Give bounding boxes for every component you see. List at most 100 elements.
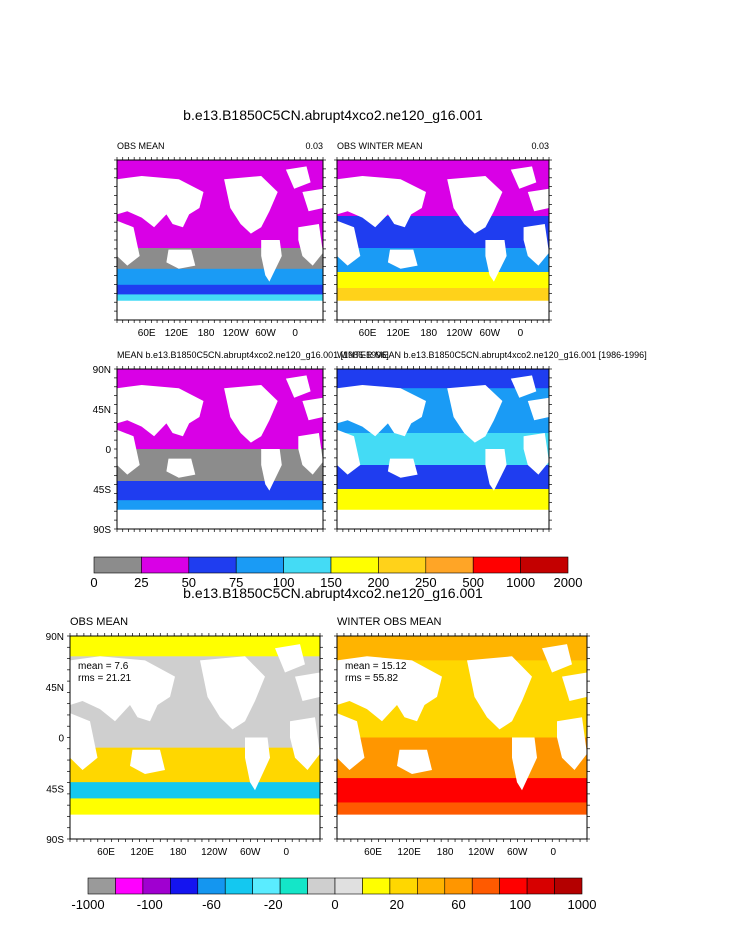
map-panel: MEAN b.e13.B1850C5CN.abrupt4xco2.ne120_g… [93, 350, 389, 536]
colorbar-box [389, 877, 418, 895]
colorbar-box [224, 877, 253, 895]
value-band [117, 294, 323, 302]
colorbar-label: 2000 [554, 575, 583, 590]
value-band [117, 500, 323, 511]
land-mask [70, 656, 175, 722]
x-tick-label: 60E [138, 328, 156, 339]
value-band [117, 284, 323, 295]
land-mask [295, 672, 320, 701]
bottom-figure-title: b.e13.B1850C5CN.abrupt4xco2.ne120_g16.00… [183, 585, 483, 601]
panel-title: OBS MEAN [70, 616, 128, 628]
field-layer [117, 160, 323, 320]
colorbar-label: 0 [331, 897, 338, 912]
x-tick-label: 180 [170, 847, 187, 858]
value-band [337, 288, 549, 302]
value-band [337, 272, 549, 289]
land-mask [523, 224, 549, 266]
land-mask [337, 220, 361, 266]
colorbar-box [252, 877, 281, 895]
y-tick-label: 45N [93, 405, 111, 416]
map-panel: OBS MEAN 0.03 60E 120E 180 120W 60W 0 [114, 141, 326, 339]
x-tick-label: 120E [165, 328, 189, 339]
colorbar-label: 50 [182, 575, 196, 590]
colorbar-box [378, 556, 427, 574]
x-tick-label: 60W [507, 847, 528, 858]
colorbar-label: 1000 [568, 897, 597, 912]
colorbar-label: -100 [137, 897, 163, 912]
colorbar-label: 150 [320, 575, 342, 590]
land-mask [70, 713, 98, 770]
colorbar-label: 25 [134, 575, 148, 590]
value-band [337, 778, 587, 803]
colorbar-box [197, 877, 226, 895]
value-band [337, 802, 587, 816]
panel-right-label: 0.03 [305, 141, 323, 151]
land-mask [166, 458, 196, 478]
colorbar-box [115, 877, 144, 895]
land-mask [290, 717, 320, 770]
land-mask [527, 397, 549, 421]
land-mask [387, 458, 418, 478]
land-mask [200, 656, 265, 730]
panel-title: OBS MEAN [117, 141, 165, 151]
colorbar-box [499, 877, 528, 895]
land-mask [510, 166, 537, 189]
x-tick-label: 120W [446, 328, 473, 339]
land-mask [117, 176, 204, 228]
value-band [117, 268, 323, 286]
value-band [337, 465, 549, 490]
colorbar-box [235, 556, 284, 574]
colorbar-box [279, 877, 308, 895]
field-layer [337, 160, 549, 320]
value-band [70, 747, 320, 783]
colorbar-box [362, 877, 391, 895]
field-layer [70, 636, 320, 839]
y-tick-label: 45S [46, 784, 64, 795]
panel-title: OBS WINTER MEAN [337, 141, 423, 151]
land-mask [337, 176, 426, 228]
land-mask [285, 166, 311, 189]
colorbar-label: 500 [462, 575, 484, 590]
land-mask [117, 385, 204, 437]
land-mask [337, 300, 549, 320]
top-figure-title: b.e13.B1850C5CN.abrupt4xco2.ne120_g16.00… [183, 107, 483, 123]
land-mask [523, 433, 549, 475]
panel-title: WINTER MEAN b.e13.B1850C5CN.abrupt4xco2.… [337, 350, 647, 360]
land-mask [337, 656, 442, 722]
y-tick-label: 90S [93, 525, 111, 536]
colorbar-box [170, 877, 199, 895]
colorbar-label: 75 [229, 575, 243, 590]
colorbar-box [417, 877, 446, 895]
x-tick-label: 60W [255, 328, 276, 339]
y-tick-label: 45S [93, 485, 111, 496]
colorbar-box [141, 556, 190, 574]
colorbar-label: -20 [264, 897, 283, 912]
value-band [117, 481, 323, 501]
colorbar-box [472, 556, 521, 574]
colorbar-box [334, 877, 363, 895]
field-layer [117, 369, 323, 529]
value-band [117, 369, 323, 389]
colorbar-label: 200 [368, 575, 390, 590]
value-band [70, 798, 320, 816]
map-panel: WINTER MEAN b.e13.B1850C5CN.abrupt4xco2.… [334, 350, 647, 532]
y-tick-label: 0 [58, 734, 64, 745]
land-mask [245, 737, 270, 791]
x-tick-label: 180 [437, 847, 454, 858]
land-mask [447, 176, 503, 234]
land-mask [130, 749, 165, 774]
colorbar-box [142, 877, 171, 895]
land-mask [298, 224, 323, 266]
land-mask [337, 429, 361, 475]
colorbar-bottom: -1000 -100 -60 -20 0 20 60 100 1000 [71, 877, 597, 912]
colorbar-box [188, 556, 237, 574]
map-panel: WINTER OBS MEAN 60E 120E 180 120W 60W 0 mean = … [334, 616, 590, 858]
land-mask [117, 300, 323, 320]
colorbar-box [330, 556, 379, 574]
x-tick-label: 180 [198, 328, 215, 339]
land-mask [117, 509, 323, 529]
panel-right-label: 0.03 [531, 141, 549, 151]
land-mask [337, 814, 587, 839]
colorbar-box [526, 877, 555, 895]
land-mask [485, 449, 507, 491]
